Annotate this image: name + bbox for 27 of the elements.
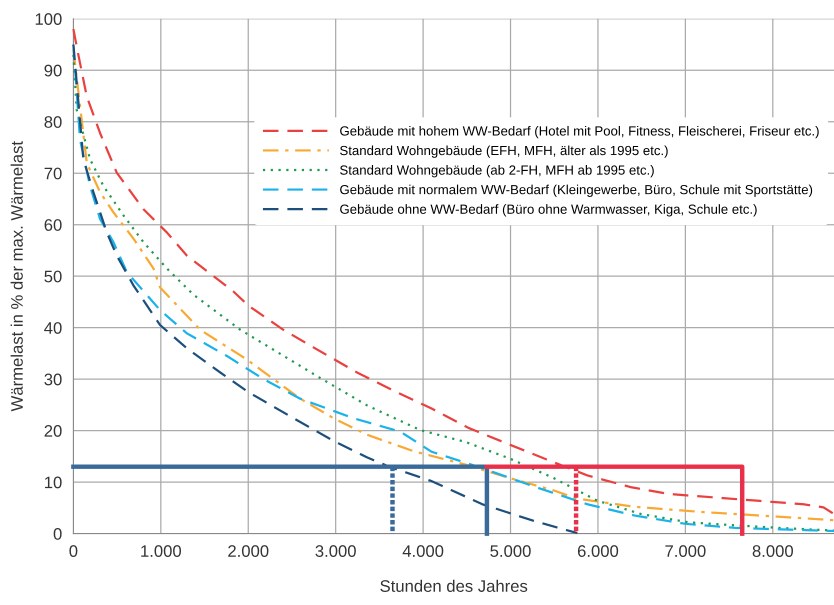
y-tick-label: 70	[44, 168, 62, 180]
x-axis-title: Stunden des Jahres	[380, 580, 528, 592]
x-tick-label: 4.000	[402, 545, 444, 557]
x-tick-label: 6.000	[578, 545, 618, 557]
x-tick-label: 7.000	[665, 545, 706, 557]
y-axis-title: Wärmelast in % der max. Wärmelast	[10, 141, 23, 412]
y-tick-label: 20	[44, 425, 62, 437]
y-tick-label: 10	[45, 476, 62, 488]
y-tick-label: 40	[44, 322, 62, 334]
legend-label: Gebäude mit normalem WW-Bedarf (Kleingewerbe, Büro, Schule mit Sportstätte)	[340, 184, 812, 197]
x-tick-label: 0	[69, 545, 78, 557]
y-tick-label: 100	[36, 13, 62, 25]
x-tick-label: 3.000	[315, 545, 356, 557]
legend-label: Gebäude mit hohem WW-Bedarf (Hotel mit Pool, Fitness, Fleischerei, Friseur etc.)	[340, 126, 819, 138]
legend-label: Standard Wohngebäude (ab 2-FH, MFH ab 1995 etc.)	[340, 165, 654, 178]
y-tick-label: 30	[44, 374, 62, 386]
x-tick-label: 2.000	[228, 545, 268, 557]
x-tick-label: 1.000	[141, 545, 182, 557]
y-tick-label: 0	[54, 528, 62, 540]
y-tick-label: 60	[44, 219, 62, 231]
x-tick-label: 5.000	[490, 545, 531, 557]
legend-label: Gebäude ohne WW-Bedarf (Büro ohne Warmwasser, Kiga, Schule etc.)	[340, 204, 757, 216]
legend-label: Standard Wohngebäude (EFH, MFH, älter als 1995 etc.)	[340, 146, 668, 158]
y-tick-label: 80	[44, 116, 62, 128]
y-tick-label: 50	[44, 270, 62, 282]
x-tick-label: 8.000	[752, 545, 794, 557]
y-tick-label: 90	[44, 64, 62, 76]
